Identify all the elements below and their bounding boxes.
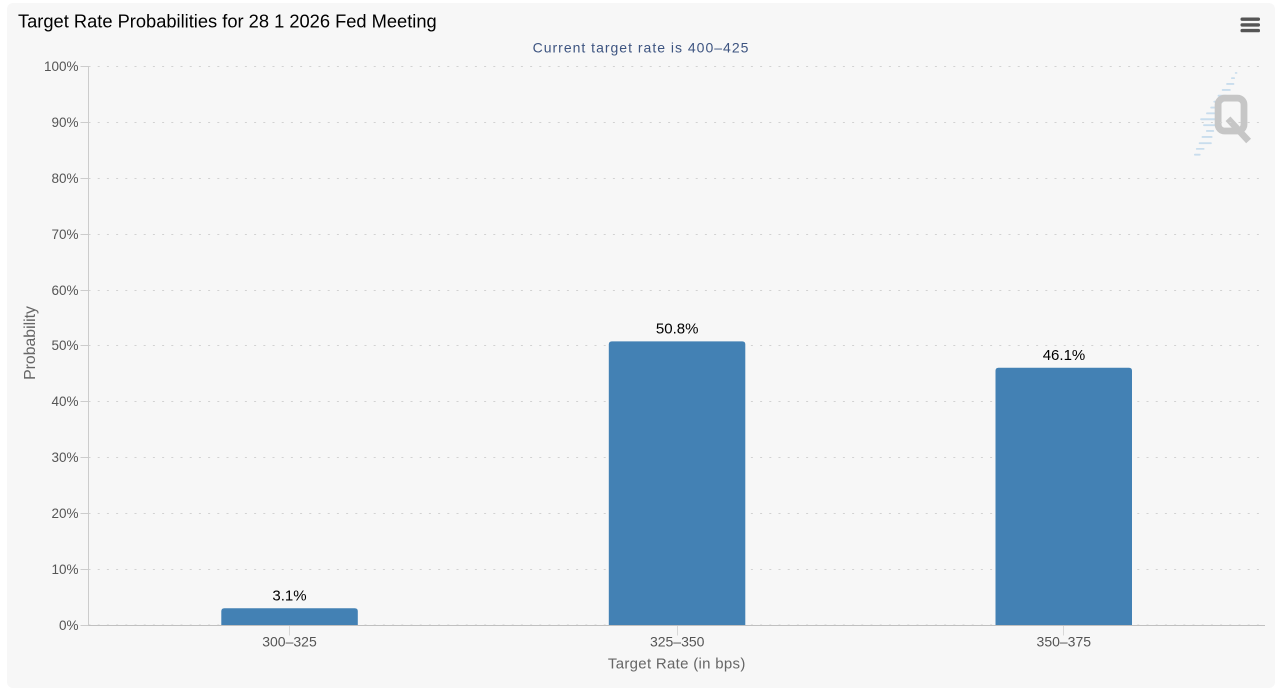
svg-text:Probability: Probability <box>22 306 39 380</box>
svg-text:Target Rate (in bps): Target Rate (in bps) <box>608 656 746 673</box>
svg-text:10%: 10% <box>51 562 78 577</box>
svg-text:80%: 80% <box>51 171 78 186</box>
svg-text:3.1%: 3.1% <box>272 587 306 604</box>
svg-text:0%: 0% <box>59 618 79 633</box>
svg-text:20%: 20% <box>51 506 78 521</box>
svg-text:60%: 60% <box>51 283 78 298</box>
svg-text:300–325: 300–325 <box>262 634 317 650</box>
svg-text:350–375: 350–375 <box>1037 634 1092 650</box>
svg-text:30%: 30% <box>51 450 78 465</box>
svg-text:50%: 50% <box>51 338 78 353</box>
svg-text:100%: 100% <box>44 59 79 74</box>
svg-text:Current target rate is 400–425: Current target rate is 400–425 <box>533 40 750 56</box>
svg-text:50.8%: 50.8% <box>656 321 699 338</box>
svg-text:70%: 70% <box>51 227 78 242</box>
svg-text:Target Rate Probabilities for: Target Rate Probabilities for 28 1 2026 … <box>18 11 437 32</box>
svg-text:325–350: 325–350 <box>650 634 705 650</box>
svg-text:46.1%: 46.1% <box>1043 347 1086 364</box>
svg-text:90%: 90% <box>51 115 78 130</box>
svg-text:40%: 40% <box>51 394 78 409</box>
